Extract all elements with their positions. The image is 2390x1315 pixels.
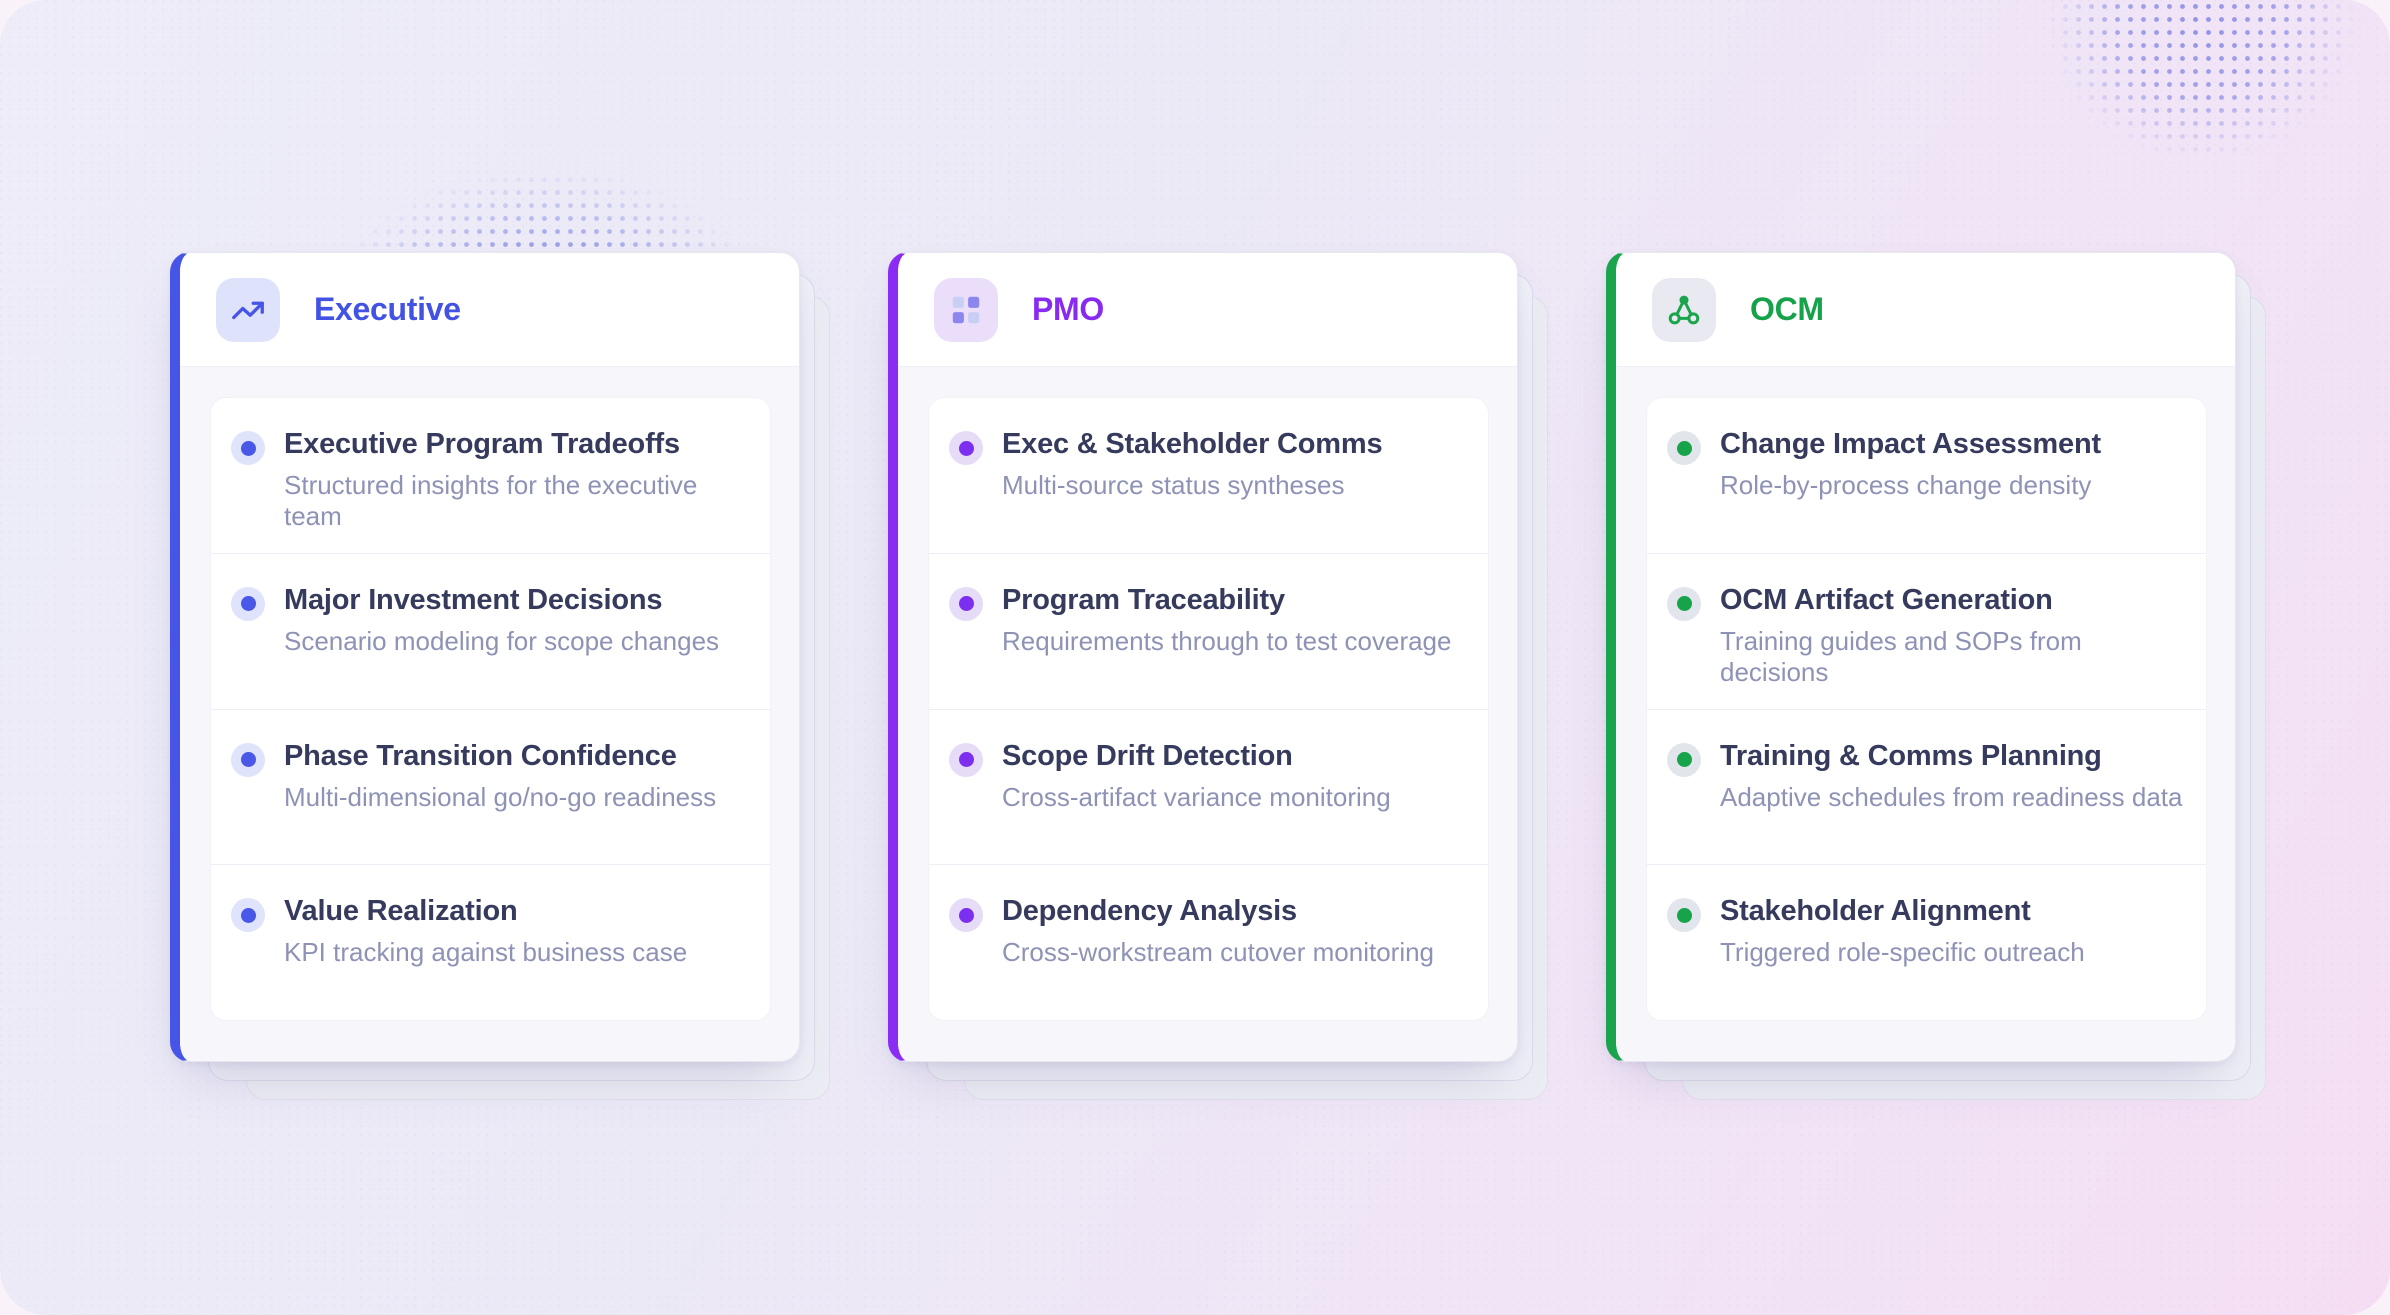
item-title: Dependency Analysis	[1002, 895, 1297, 928]
item-description: Triggered role-specific outreach	[1720, 937, 2085, 968]
item-description: KPI tracking against business case	[284, 937, 688, 968]
item-description: Cross-workstream cutover monitoring	[1002, 937, 1435, 968]
card-stack-pmo: PMO Exec & Stakeholder Comms Multi-sourc…	[888, 252, 1548, 1100]
item-title: Stakeholder Alignment	[1720, 895, 2031, 928]
card-body: Executive Program Tradeoffs Structured i…	[180, 367, 799, 1061]
ocm-card: OCM Change Impact Assessment Role-by-pro…	[1606, 252, 2236, 1062]
item-description: Training guides and SOPs from decisions	[1720, 625, 2082, 687]
item-title: Executive Program Tradeoffs	[284, 428, 680, 460]
list-item: Phase Transition Confidence Multi-dimens…	[211, 708, 770, 865]
item-description: Multi-dimensional go/no-go readiness	[284, 781, 717, 812]
list-item: Value Realization KPI tracking against b…	[211, 864, 770, 1020]
card-title: PMO	[1032, 291, 1104, 327]
feature-list: Exec & Stakeholder Comms Multi-source st…	[928, 397, 1489, 1021]
grid-squares-icon	[934, 277, 998, 342]
item-title: Scope Drift Detection	[1002, 739, 1293, 772]
card-title: Executive	[314, 291, 461, 327]
item-description: Cross-artifact variance monitoring	[1002, 781, 1391, 812]
card-header: PMO	[898, 253, 1517, 367]
bullet-icon	[1667, 586, 1701, 621]
bullet-icon	[1667, 898, 1701, 933]
bullet-icon	[1667, 742, 1701, 777]
pmo-card: PMO Exec & Stakeholder Comms Multi-sourc…	[888, 252, 1518, 1062]
item-title: Change Impact Assessment	[1720, 428, 2101, 460]
item-description: Scenario modeling for scope changes	[284, 625, 720, 656]
list-item: Scope Drift Detection Cross-artifact var…	[929, 708, 1488, 865]
card-stack-ocm: OCM Change Impact Assessment Role-by-pro…	[1606, 252, 2266, 1100]
executive-card: Executive Executive Program Tradeoffs St…	[170, 252, 800, 1062]
item-description: Adaptive schedules from readiness data	[1720, 781, 2183, 812]
bullet-icon	[949, 898, 983, 933]
bullet-icon	[949, 742, 983, 777]
item-description: Role-by-process change density	[1720, 470, 2092, 500]
feature-list: Executive Program Tradeoffs Structured i…	[210, 397, 771, 1021]
list-item: Exec & Stakeholder Comms Multi-source st…	[929, 398, 1488, 553]
item-title: Major Investment Decisions	[284, 583, 663, 616]
persona-cards-row: Executive Executive Program Tradeoffs St…	[170, 252, 2266, 1100]
trending-up-icon	[216, 277, 280, 342]
feature-list: Change Impact Assessment Role-by-process…	[1646, 397, 2207, 1021]
card-body: Change Impact Assessment Role-by-process…	[1616, 367, 2235, 1061]
item-description: Structured insights for the executive te…	[284, 470, 698, 531]
bullet-icon	[949, 586, 983, 621]
card-body: Exec & Stakeholder Comms Multi-source st…	[898, 367, 1517, 1061]
list-item: Change Impact Assessment Role-by-process…	[1647, 398, 2206, 553]
item-description: Multi-source status syntheses	[1002, 470, 1345, 500]
bullet-icon	[949, 431, 983, 465]
item-title: Program Traceability	[1002, 583, 1285, 616]
list-item: Program Traceability Requirements throug…	[929, 552, 1488, 709]
item-title: Value Realization	[284, 895, 518, 928]
list-item: Stakeholder Alignment Triggered role-spe…	[1647, 864, 2206, 1020]
card-header: OCM	[1616, 253, 2235, 367]
bullet-icon	[231, 431, 265, 465]
card-header: Executive	[180, 253, 799, 367]
card-stack-executive: Executive Executive Program Tradeoffs St…	[170, 252, 830, 1100]
item-title: Phase Transition Confidence	[284, 739, 677, 772]
item-title: OCM Artifact Generation	[1720, 583, 2053, 616]
list-item: Executive Program Tradeoffs Structured i…	[211, 398, 770, 553]
bullet-icon	[231, 898, 265, 933]
bullet-icon	[231, 742, 265, 777]
bullet-icon	[1667, 431, 1701, 465]
card-title: OCM	[1750, 291, 1824, 327]
list-item: Dependency Analysis Cross-workstream cut…	[929, 864, 1488, 1020]
list-item: OCM Artifact Generation Training guides …	[1647, 552, 2206, 709]
network-nodes-icon	[1652, 277, 1716, 342]
item-title: Exec & Stakeholder Comms	[1002, 428, 1383, 460]
list-item: Major Investment Decisions Scenario mode…	[211, 552, 770, 709]
bullet-icon	[231, 586, 265, 621]
item-title: Training & Comms Planning	[1720, 739, 2102, 772]
item-description: Requirements through to test coverage	[1002, 625, 1452, 656]
list-item: Training & Comms Planning Adaptive sched…	[1647, 708, 2206, 865]
halftone-dots-decoration-right	[2020, 0, 2370, 240]
